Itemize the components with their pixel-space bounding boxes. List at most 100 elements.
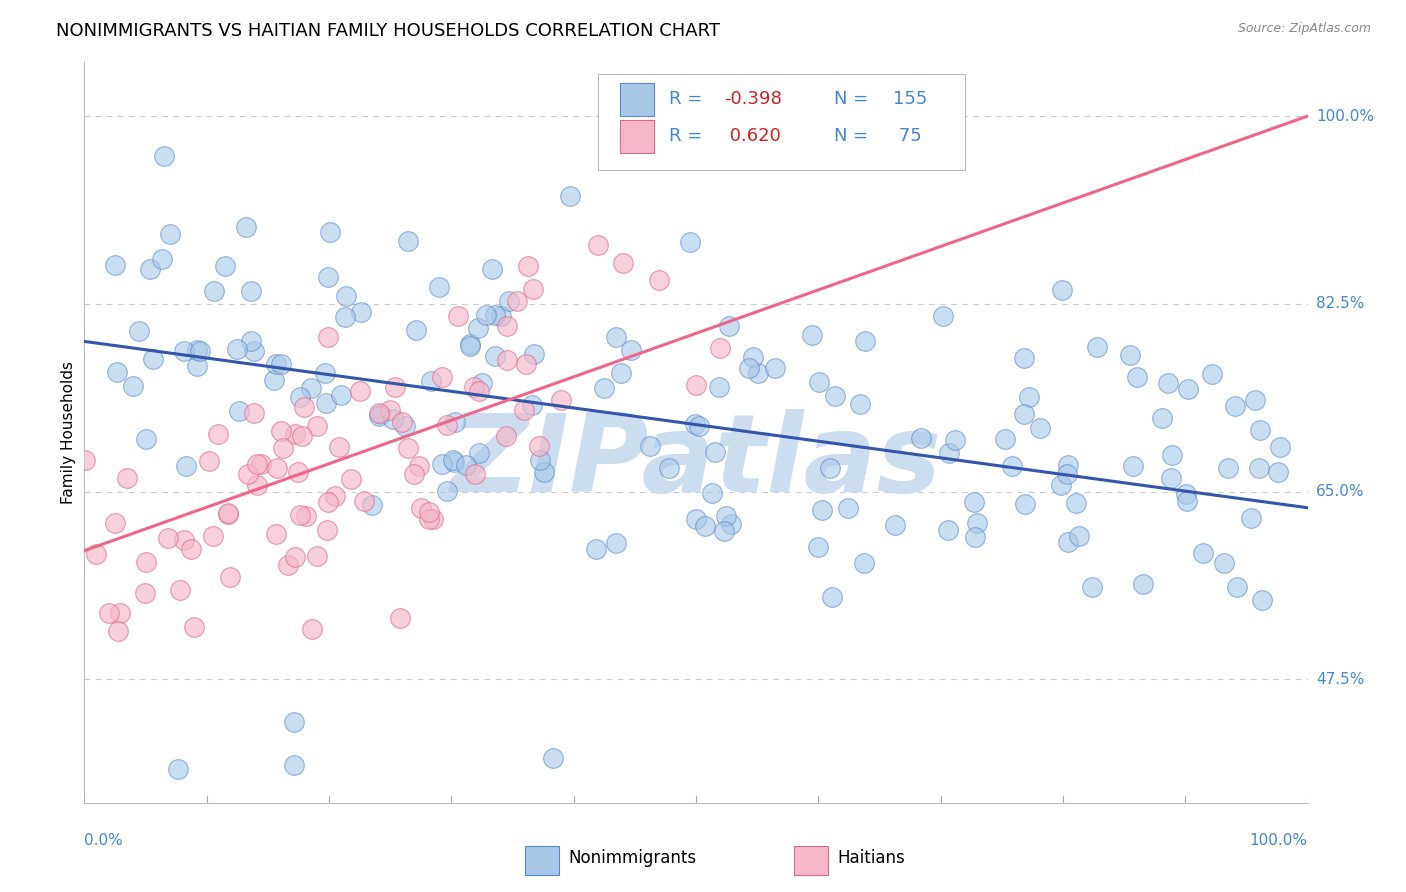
Point [444,415,467,429]
Point [943,433,966,447]
Point [235,220,257,235]
Point [263,373,285,387]
Point [166,762,188,776]
Point [169,583,191,598]
Point [1240,511,1263,525]
Point [384,380,406,394]
Point [1267,466,1289,480]
Point [1012,407,1035,421]
Point [429,280,451,294]
Text: 100.0%: 100.0% [1316,109,1374,124]
Point [471,376,494,390]
Point [84,547,107,561]
Point [849,397,872,411]
Point [1157,376,1180,391]
Point [484,308,506,322]
Point [134,586,156,600]
Point [443,455,465,469]
Point [818,460,841,475]
Point [335,289,357,303]
Point [240,284,263,298]
Point [467,446,489,460]
Point [350,304,373,318]
Point [1212,557,1234,571]
Point [142,351,165,366]
Point [610,366,633,380]
Point [936,524,959,538]
Point [409,501,432,516]
Point [605,535,627,549]
Point [1150,411,1173,425]
Point [685,378,707,392]
Point [396,234,419,248]
Point [1056,458,1078,473]
Point [738,360,761,375]
Point [283,758,305,772]
Point [821,591,844,605]
Point [323,489,346,503]
Point [198,454,221,468]
Point [368,409,391,423]
Point [361,498,384,512]
Point [498,294,520,309]
Point [270,424,292,438]
Point [188,343,211,358]
Point [405,323,427,337]
Point [605,330,627,344]
Point [315,395,337,409]
Point [291,429,314,443]
Point [741,350,763,364]
Point [1161,448,1184,462]
Point [910,431,932,445]
Point [837,500,859,515]
Text: 47.5%: 47.5% [1316,672,1364,687]
Point [703,444,725,458]
Point [316,494,339,508]
Point [349,384,371,399]
Point [1029,421,1052,435]
Text: 75: 75 [893,128,922,145]
Point [418,512,440,526]
Point [714,508,737,523]
Point [107,624,129,639]
Point [330,388,353,402]
Point [430,458,453,472]
Point [219,570,242,584]
Point [238,467,260,481]
Point [541,751,564,765]
Point [1249,461,1271,475]
Point [1056,467,1078,481]
Point [808,375,831,389]
Point [333,310,356,324]
Point [688,419,710,434]
Point [228,404,250,418]
Point [394,419,416,434]
Point [307,549,329,563]
Point [1201,367,1223,381]
Point [159,227,181,241]
FancyBboxPatch shape [620,120,654,153]
Point [458,339,481,353]
Point [1223,399,1246,413]
Point [217,507,239,521]
Point [242,343,264,358]
Point [287,466,309,480]
Point [246,478,269,492]
Point [316,269,339,284]
Point [104,258,127,272]
Point [283,427,305,442]
Point [515,357,537,371]
Point [458,336,481,351]
Point [520,398,543,412]
Point [266,527,288,541]
Text: 100.0%: 100.0% [1250,833,1308,848]
Point [658,460,681,475]
Point [1174,487,1197,501]
Point [1226,580,1249,594]
Point [173,533,195,548]
Text: R =: R = [669,128,709,145]
Point [709,341,731,355]
Point [186,359,208,374]
Point [245,457,267,471]
Point [202,284,225,298]
